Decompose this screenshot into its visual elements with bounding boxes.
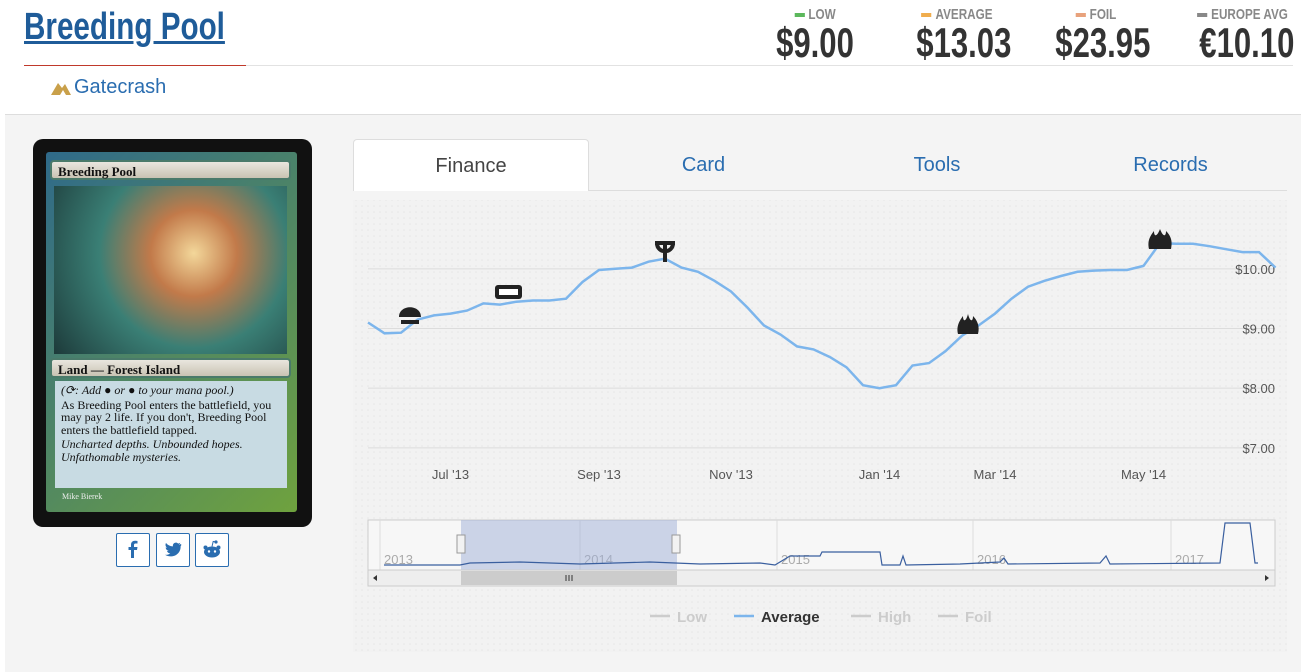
plot-lines	[367, 241, 1277, 390]
price-block: AVERAGE $13.03	[902, 6, 1012, 67]
event-marker[interactable]	[655, 241, 675, 262]
x-tick-label: Nov '13	[709, 467, 753, 482]
twitter-share[interactable]	[156, 533, 190, 567]
x-tick-label: Mar '14	[974, 467, 1017, 482]
card-reminder: (⟳: Add ● or ● to your mana pool.)	[61, 383, 234, 397]
event-marker[interactable]	[957, 314, 979, 334]
price-block: EUROPE AVG €10.10	[1185, 6, 1295, 67]
legend-item[interactable]: Low	[650, 609, 707, 626]
event-marker[interactable]	[399, 307, 421, 324]
title-underline	[24, 65, 246, 66]
scrollbar-grip	[565, 575, 573, 581]
price-label: LOW	[772, 6, 858, 23]
price-indicator	[1197, 13, 1208, 18]
card-art	[54, 186, 287, 354]
event-marker-inner	[499, 289, 518, 295]
y-tick-label: $7.00	[1242, 441, 1275, 456]
legend-item[interactable]: Average	[734, 609, 820, 626]
price-indicator	[921, 13, 932, 18]
price-label-text: FOIL	[1089, 6, 1117, 23]
x-tick-label: May '14	[1121, 467, 1166, 482]
price-label: EUROPE AVG	[1197, 6, 1288, 23]
y-tick-label: $9.00	[1242, 322, 1275, 337]
card-flavor: Uncharted depths. Unbounded hopes. Unfat…	[61, 437, 243, 464]
grid: $7.00 $8.00 $9.00 $10.00 Jul '13 Sep '13 Nov '…	[368, 262, 1275, 482]
set-icon	[51, 83, 71, 95]
legend: Low Average High Foil	[650, 609, 992, 626]
price-label-text: EUROPE AVG	[1211, 6, 1288, 23]
price-label-text: LOW	[808, 6, 836, 23]
card-text-box: (⟳: Add ● or ● to your mana pool.) As Br…	[55, 381, 287, 488]
tab[interactable]: Tools	[913, 154, 961, 176]
price-label: FOIL	[1053, 6, 1139, 23]
facebook-share[interactable]	[116, 533, 150, 567]
tab[interactable]: Finance	[353, 139, 589, 191]
header-rule	[246, 65, 1293, 66]
card-title-link[interactable]: Breeding Pool	[24, 6, 225, 48]
x-tick-label: Jan '14	[859, 467, 901, 482]
reddit-share[interactable]	[195, 533, 229, 567]
navigator-year: 2015	[781, 552, 810, 567]
price-block: LOW $9.00	[760, 6, 870, 67]
legend-label: Foil	[965, 609, 992, 626]
card-artist: Mike Bierek	[62, 492, 103, 501]
navigator-handle[interactable]	[456, 534, 466, 554]
price-indicator	[1075, 13, 1086, 18]
event-marker[interactable]	[1148, 229, 1172, 249]
tab[interactable]: Card	[681, 154, 726, 176]
navigator-year: 2016	[977, 552, 1006, 567]
legend-item[interactable]: Foil	[938, 609, 992, 626]
card-name: Breeding Pool	[50, 160, 291, 180]
x-tick-label: Jul '13	[432, 467, 469, 482]
legend-label: Low	[677, 609, 707, 626]
price-value: $13.03	[916, 19, 1012, 66]
price-value: $23.95	[1055, 19, 1151, 66]
set-link[interactable]: Gatecrash	[74, 76, 167, 98]
price-label: AVERAGE	[914, 6, 1000, 23]
tab[interactable]: Records	[1133, 154, 1208, 176]
x-tick-label: Sep '13	[577, 467, 621, 482]
y-tick-label: $8.00	[1242, 381, 1275, 396]
navigator-series	[384, 522, 1258, 566]
set-release-markers	[399, 229, 1172, 334]
price-indicator	[794, 13, 805, 18]
y-tick-label: $10.00	[1235, 262, 1275, 277]
price-value: $9.00	[776, 19, 854, 66]
card-rules: As Breeding Pool enters the battlefield,…	[61, 397, 272, 437]
legend-label: Average	[761, 609, 820, 626]
facebook-icon	[128, 540, 138, 558]
navigator-handle[interactable]	[671, 534, 681, 554]
twitter-icon	[165, 542, 182, 557]
legend-label: High	[878, 609, 911, 626]
navigator-year: 2013	[384, 552, 413, 567]
navigator-year: 2017	[1175, 552, 1204, 567]
reddit-icon	[203, 540, 221, 558]
price-block: FOIL $23.95	[1041, 6, 1151, 67]
legend-item[interactable]: High	[851, 609, 911, 626]
tab-rule	[353, 190, 1287, 191]
price-label-text: AVERAGE	[935, 6, 993, 23]
series-line	[367, 241, 1277, 390]
card-type-line: Land — Forest Island	[50, 358, 291, 378]
price-value: €10.10	[1199, 19, 1295, 66]
